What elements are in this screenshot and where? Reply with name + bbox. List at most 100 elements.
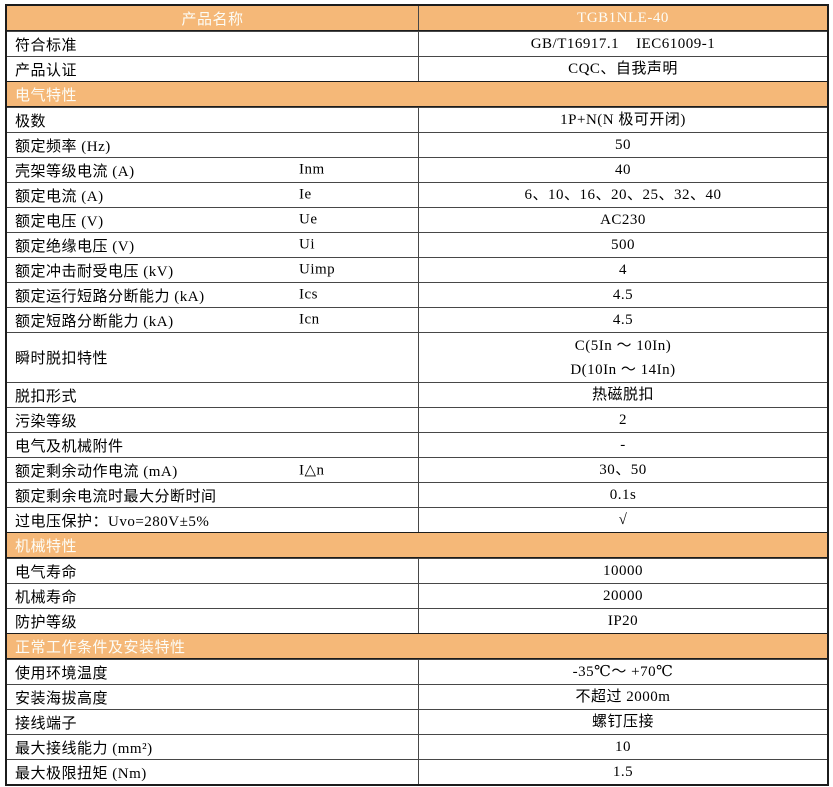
row-value-cell: 10 bbox=[419, 735, 827, 759]
row-value: 4.5 bbox=[612, 287, 634, 303]
row-value-cell: 30、50 bbox=[419, 458, 827, 482]
row-symbol: Ue bbox=[299, 211, 318, 228]
header-label-cell: 产品名称 bbox=[7, 6, 419, 30]
row-label-cell: 额定绝缘电压 (V) Ui bbox=[7, 233, 419, 257]
table-row: 最大接线能力 (mm²) 10 bbox=[7, 734, 827, 759]
row-label: 额定冲击耐受电压 (kV) bbox=[15, 263, 174, 280]
row-value: IP20 bbox=[607, 613, 639, 629]
row-value: 10000 bbox=[603, 563, 643, 579]
row-label: 机械寿命 bbox=[15, 589, 78, 606]
product-spec-table: 产品名称 TGB1NLE-40 符合标准 GB/T16917.1 IEC61009-1… bbox=[5, 4, 829, 786]
table-row: 额定短路分断能力 (kA) Icn 4.5 bbox=[7, 307, 827, 332]
row-value-cell: -35℃～ +70℃ bbox=[419, 660, 827, 684]
table-row: 额定电压 (V) Ue AC230 bbox=[7, 207, 827, 232]
row-label: 额定短路分断能力 (kA) bbox=[15, 313, 174, 330]
row-label-cell: 最大极限扭矩 (Nm) bbox=[7, 760, 419, 784]
table-row: 额定剩余电流时最大分断时间 0.1s bbox=[7, 482, 827, 507]
row-value: 4 bbox=[619, 262, 627, 278]
row-value: GB/T16917.1 IEC61009-1 bbox=[530, 36, 716, 52]
row-value-cell: 20000 bbox=[419, 584, 827, 608]
row-value: 10 bbox=[615, 739, 631, 755]
row-label-cell: 额定电压 (V) Ue bbox=[7, 208, 419, 232]
row-value-line: D(10In ～ 14In) bbox=[570, 361, 676, 378]
row-value: -35℃～ +70℃ bbox=[572, 664, 674, 680]
row-label-cell: 安装海拔高度 bbox=[7, 685, 419, 709]
row-symbol: Ie bbox=[299, 186, 312, 203]
row-value: 0.1s bbox=[609, 487, 637, 503]
row-value: 1P+N(N 极可开闭) bbox=[560, 112, 686, 128]
row-label: 脱扣形式 bbox=[15, 388, 78, 405]
row-label: 额定频率 (Hz) bbox=[15, 138, 111, 155]
row-symbol: I△n bbox=[299, 462, 325, 479]
row-label-cell: 接线端子 bbox=[7, 710, 419, 734]
row-symbol: Inm bbox=[299, 161, 325, 178]
row-value-cell: 4 bbox=[419, 258, 827, 282]
row-label: 瞬时脱扣特性 bbox=[15, 351, 109, 367]
row-symbol: Icn bbox=[299, 311, 320, 328]
row-label: 额定绝缘电压 (V) bbox=[15, 238, 135, 255]
row-value-cell: 螺钉压接 bbox=[419, 710, 827, 734]
row-value-cell: 6、10、16、20、25、32、40 bbox=[419, 183, 827, 207]
row-value-cell: 不超过 2000m bbox=[419, 685, 827, 709]
row-value-cell: CQC、自我声明 bbox=[419, 57, 827, 81]
row-label: 防护等级 bbox=[15, 614, 78, 631]
section-header: 正常工作条件及安装特性 bbox=[15, 639, 186, 656]
table-row: 机械特性 bbox=[7, 532, 827, 558]
row-label: 电气及机械附件 bbox=[15, 438, 124, 455]
row-value: - bbox=[620, 437, 626, 453]
table-row: 额定剩余动作电流 (mA) I△n 30、50 bbox=[7, 457, 827, 482]
row-label-cell: 额定电流 (A) Ie bbox=[7, 183, 419, 207]
table-row: 防护等级 IP20 bbox=[7, 608, 827, 633]
row-label-cell: 电气及机械附件 bbox=[7, 433, 419, 457]
row-value-cell: GB/T16917.1 IEC61009-1 bbox=[419, 32, 827, 56]
row-value-cell: 1P+N(N 极可开闭) bbox=[419, 108, 827, 132]
row-value: 6、10、16、20、25、32、40 bbox=[524, 187, 722, 203]
section-header: 电气特性 bbox=[15, 87, 78, 104]
row-label-cell: 壳架等级电流 (A) Inm bbox=[7, 158, 419, 182]
row-label-cell: 脱扣形式 bbox=[7, 383, 419, 407]
row-label-cell: 极数 bbox=[7, 108, 419, 132]
table-row: 最大极限扭矩 (Nm) 1.5 bbox=[7, 759, 827, 784]
table-row: 接线端子 螺钉压接 bbox=[7, 709, 827, 734]
row-value: 30、50 bbox=[599, 462, 647, 478]
row-value-cell: 1.5 bbox=[419, 760, 827, 784]
row-label: 极数 bbox=[15, 113, 47, 130]
row-label-cell: 产品认证 bbox=[7, 57, 419, 81]
table-row: 机械寿命 20000 bbox=[7, 583, 827, 608]
row-symbol: Ics bbox=[299, 286, 318, 303]
row-value: 40 bbox=[615, 162, 631, 178]
row-value-cell: 4.5 bbox=[419, 283, 827, 307]
table-row: 正常工作条件及安装特性 bbox=[7, 633, 827, 659]
row-value: 20000 bbox=[603, 588, 643, 604]
row-value: 2 bbox=[619, 412, 627, 428]
row-label-cell: 使用环境温度 bbox=[7, 660, 419, 684]
row-label: 额定电流 (A) bbox=[15, 188, 104, 205]
product-model: TGB1NLE-40 bbox=[577, 10, 669, 26]
row-value-cell: 热磁脱扣 bbox=[419, 383, 827, 407]
row-value: 不超过 2000m bbox=[575, 689, 671, 705]
row-label: 额定剩余动作电流 (mA) bbox=[15, 463, 178, 480]
row-value-line: C(5In ～ 10In) bbox=[574, 337, 672, 354]
row-label-cell: 防护等级 bbox=[7, 609, 419, 633]
row-value-cell: √ bbox=[419, 508, 827, 532]
row-value: AC230 bbox=[600, 212, 646, 228]
row-label-cell: 额定频率 (Hz) bbox=[7, 133, 419, 157]
row-value-cell: 2 bbox=[419, 408, 827, 432]
row-label-cell: 额定剩余动作电流 (mA) I△n bbox=[7, 458, 419, 482]
row-value-cell: IP20 bbox=[419, 609, 827, 633]
row-value-cell: 50 bbox=[419, 133, 827, 157]
table-row: 污染等级 2 bbox=[7, 407, 827, 432]
table-row: 过电压保护：Uvo=280V±5% √ bbox=[7, 507, 827, 532]
row-label: 壳架等级电流 (A) bbox=[15, 163, 135, 180]
table-row: 额定冲击耐受电压 (kV) Uimp 4 bbox=[7, 257, 827, 282]
table-row: 脱扣形式 热磁脱扣 bbox=[7, 382, 827, 407]
row-value-cell: C(5In ～ 10In) D(10In ～ 14In) bbox=[419, 333, 827, 382]
table-row: 电气特性 bbox=[7, 81, 827, 107]
row-label-cell: 瞬时脱扣特性 bbox=[7, 333, 419, 382]
row-value-cell: - bbox=[419, 433, 827, 457]
row-label: 接线端子 bbox=[15, 715, 78, 732]
header-value-cell: TGB1NLE-40 bbox=[419, 6, 827, 30]
row-label: 最大接线能力 (mm²) bbox=[15, 740, 153, 757]
table-row: 符合标准 GB/T16917.1 IEC61009-1 bbox=[7, 31, 827, 56]
row-label-cell: 额定冲击耐受电压 (kV) Uimp bbox=[7, 258, 419, 282]
